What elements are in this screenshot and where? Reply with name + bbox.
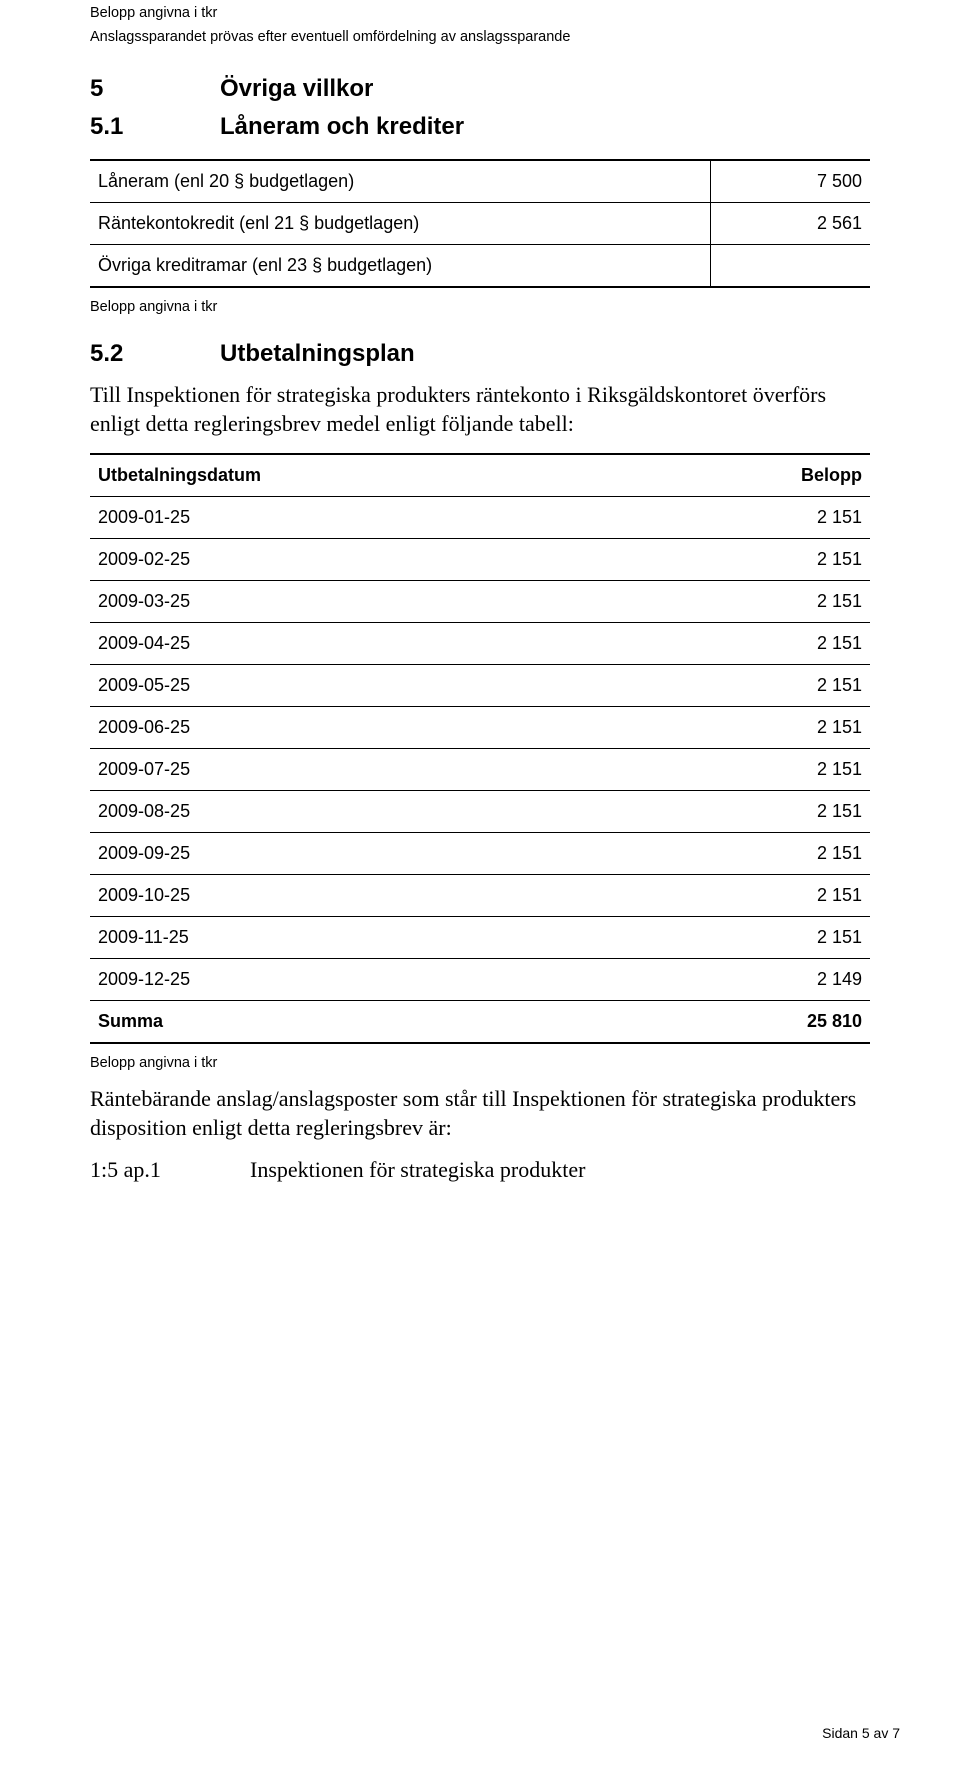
table-row: 2009-02-252 151 bbox=[90, 539, 870, 581]
heading-5-1-num: 5.1 bbox=[90, 113, 220, 141]
anslag-key: 1:5 ap.1 bbox=[90, 1157, 250, 1183]
heading-5-2-num: 5.2 bbox=[90, 340, 220, 368]
closing-paragraph: Räntebärande anslag/anslagsposter som st… bbox=[90, 1084, 870, 1143]
top-notes: Belopp angivna i tkr Anslagssparandet pr… bbox=[90, 0, 870, 47]
heading-5-1-title: Låneram och krediter bbox=[220, 113, 464, 141]
credit-label: Låneram (enl 20 § budgetlagen) bbox=[90, 160, 710, 203]
schedule-date: 2009-09-25 bbox=[90, 833, 635, 875]
table-row: 2009-10-252 151 bbox=[90, 875, 870, 917]
schedule-amount: 2 151 bbox=[635, 539, 870, 581]
credit-label: Räntekontokredit (enl 21 § budgetlagen) bbox=[90, 203, 710, 245]
schedule-amount: 2 151 bbox=[635, 623, 870, 665]
note-belopp-after-credits: Belopp angivna i tkr bbox=[90, 294, 870, 318]
col-header-amount: Belopp bbox=[635, 454, 870, 497]
heading-5: 5 Övriga villkor bbox=[90, 75, 870, 103]
schedule-amount: 2 151 bbox=[635, 749, 870, 791]
utbetalningsplan-intro: Till Inspektionen för strategiska produk… bbox=[90, 380, 870, 439]
schedule-amount: 2 151 bbox=[635, 497, 870, 539]
table-row: 2009-09-252 151 bbox=[90, 833, 870, 875]
schedule-date: 2009-08-25 bbox=[90, 791, 635, 833]
page-footer: Sidan 5 av 7 bbox=[822, 1725, 900, 1741]
schedule-amount: 2 151 bbox=[635, 875, 870, 917]
anslag-row: 1:5 ap.1 Inspektionen för strategiska pr… bbox=[90, 1157, 870, 1183]
table-header-row: Utbetalningsdatum Belopp bbox=[90, 454, 870, 497]
schedule-amount: 2 151 bbox=[635, 791, 870, 833]
schedule-amount: 2 151 bbox=[635, 665, 870, 707]
schedule-date: 2009-12-25 bbox=[90, 959, 635, 1001]
note-belopp-tkr: Belopp angivna i tkr bbox=[90, 0, 870, 24]
credit-label: Övriga kreditramar (enl 23 § budgetlagen… bbox=[90, 245, 710, 288]
schedule-amount: 2 151 bbox=[635, 833, 870, 875]
schedule-amount: 2 151 bbox=[635, 581, 870, 623]
table-row: 2009-12-252 149 bbox=[90, 959, 870, 1001]
table-row: 2009-08-252 151 bbox=[90, 791, 870, 833]
schedule-amount: 2 149 bbox=[635, 959, 870, 1001]
schedule-date: 2009-05-25 bbox=[90, 665, 635, 707]
sum-value: 25 810 bbox=[635, 1001, 870, 1044]
heading-5-2-title: Utbetalningsplan bbox=[220, 340, 415, 368]
credit-value bbox=[710, 245, 870, 288]
table-sum-row: Summa 25 810 bbox=[90, 1001, 870, 1044]
col-header-date: Utbetalningsdatum bbox=[90, 454, 635, 497]
schedule-date: 2009-02-25 bbox=[90, 539, 635, 581]
credit-value: 2 561 bbox=[710, 203, 870, 245]
schedule-date: 2009-11-25 bbox=[90, 917, 635, 959]
schedule-date: 2009-10-25 bbox=[90, 875, 635, 917]
table-row: 2009-07-252 151 bbox=[90, 749, 870, 791]
note-anslagssparande: Anslagssparandet prövas efter eventuell … bbox=[90, 24, 870, 48]
heading-5-2: 5.2 Utbetalningsplan bbox=[90, 340, 870, 368]
schedule-amount: 2 151 bbox=[635, 707, 870, 749]
table-row: 2009-05-252 151 bbox=[90, 665, 870, 707]
credit-value: 7 500 bbox=[710, 160, 870, 203]
table-row: Räntekontokredit (enl 21 § budgetlagen) … bbox=[90, 203, 870, 245]
schedule-date: 2009-04-25 bbox=[90, 623, 635, 665]
schedule-date: 2009-01-25 bbox=[90, 497, 635, 539]
sum-label: Summa bbox=[90, 1001, 635, 1044]
note-belopp-after-schedule: Belopp angivna i tkr bbox=[90, 1050, 870, 1074]
schedule-date: 2009-07-25 bbox=[90, 749, 635, 791]
credits-table: Låneram (enl 20 § budgetlagen) 7 500 Rän… bbox=[90, 159, 870, 288]
schedule-amount: 2 151 bbox=[635, 917, 870, 959]
heading-5-1: 5.1 Låneram och krediter bbox=[90, 113, 870, 141]
heading-5-num: 5 bbox=[90, 75, 220, 103]
schedule-date: 2009-06-25 bbox=[90, 707, 635, 749]
table-row: Låneram (enl 20 § budgetlagen) 7 500 bbox=[90, 160, 870, 203]
table-row: 2009-04-252 151 bbox=[90, 623, 870, 665]
table-row: 2009-01-252 151 bbox=[90, 497, 870, 539]
table-row: 2009-11-252 151 bbox=[90, 917, 870, 959]
schedule-date: 2009-03-25 bbox=[90, 581, 635, 623]
table-row: 2009-06-252 151 bbox=[90, 707, 870, 749]
table-row: Övriga kreditramar (enl 23 § budgetlagen… bbox=[90, 245, 870, 288]
table-row: 2009-03-252 151 bbox=[90, 581, 870, 623]
anslag-val: Inspektionen för strategiska produkter bbox=[250, 1157, 585, 1183]
schedule-table: Utbetalningsdatum Belopp 2009-01-252 151… bbox=[90, 453, 870, 1044]
heading-5-title: Övriga villkor bbox=[220, 75, 373, 103]
